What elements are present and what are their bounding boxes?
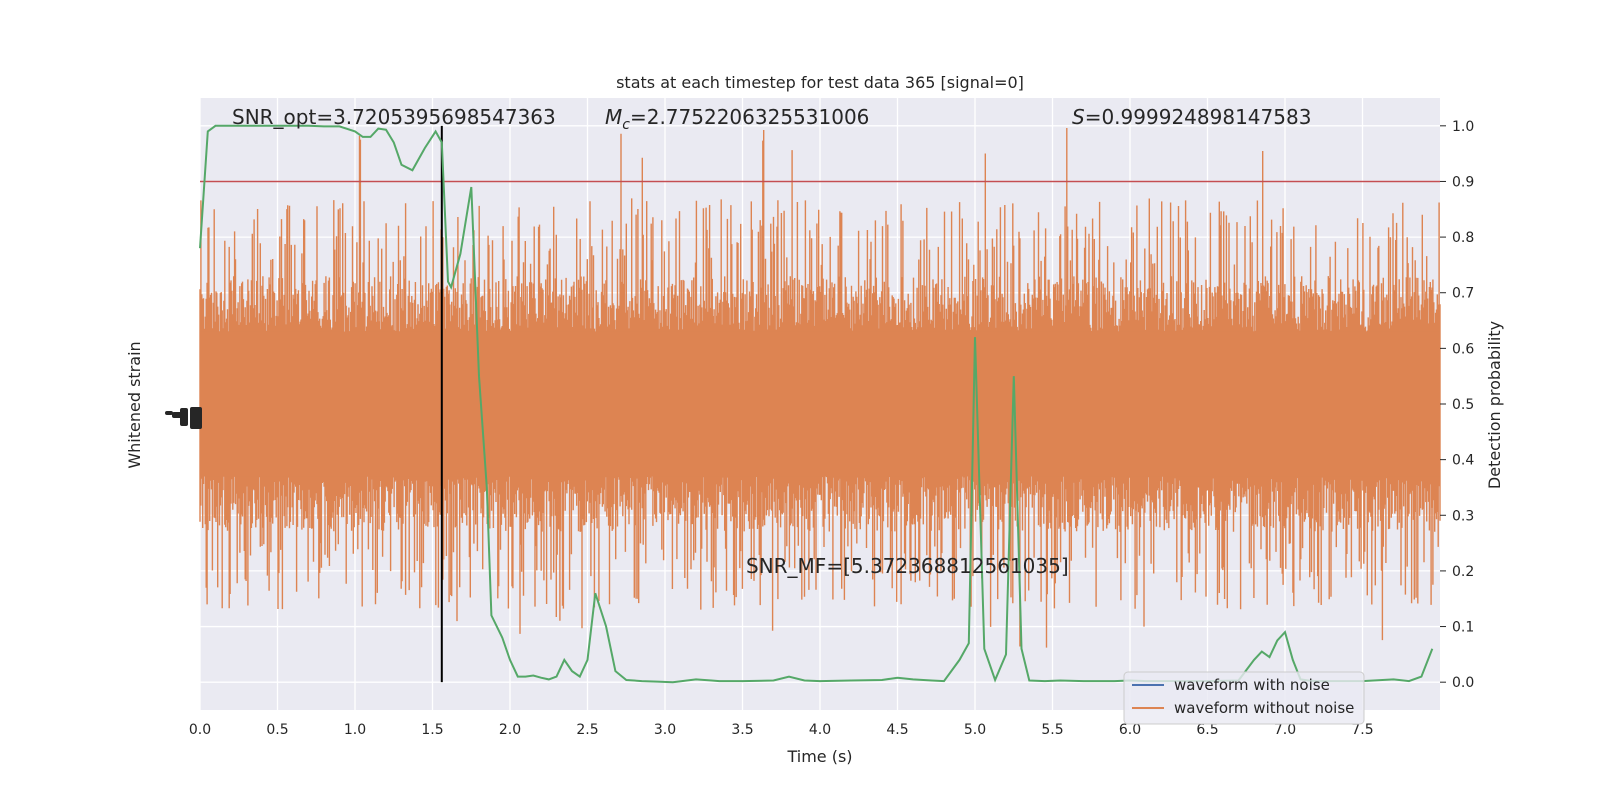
- x-tick-label: 1.5: [421, 722, 443, 738]
- s-value: =0.999924898147583: [1085, 105, 1312, 129]
- snr-mf-annotation: SNR_MF=[5.372368812561035]: [746, 554, 1069, 578]
- x-tick-label: 2.0: [499, 722, 521, 738]
- y-tick-label: 0.6: [1452, 341, 1474, 357]
- right-axis-ticks: 0.0 0.1 0.2 0.3 0.4 0.5 0.6 0.7 0.8 0.9 1.0: [1440, 119, 1474, 691]
- x-tick-label: 5.5: [1041, 722, 1063, 738]
- waveform-core-band: [200, 331, 1440, 477]
- mc-symbol: M: [605, 105, 622, 129]
- right-axis-label: Detection probability: [1485, 321, 1504, 489]
- legend-label-waveform-with-noise: waveform with noise: [1174, 676, 1330, 694]
- x-tick-label: 6.0: [1119, 722, 1141, 738]
- x-tick-label: 5.0: [964, 722, 986, 738]
- y-tick-label: 0.0: [1452, 675, 1474, 691]
- x-tick-label: 1.0: [344, 722, 366, 738]
- y-tick-label: 0.7: [1452, 286, 1474, 302]
- chirp-mass-annotation: Mc=2.7752206325531006: [605, 105, 869, 133]
- legend: waveform with noise waveform without noi…: [1123, 671, 1365, 725]
- x-tick-label: 4.5: [886, 722, 908, 738]
- y-tick-label: 0.2: [1452, 564, 1474, 580]
- legend-label-waveform-without-noise: waveform without noise: [1174, 699, 1354, 717]
- y-tick-label: 0.9: [1452, 174, 1474, 190]
- y-tick-label: 0.1: [1452, 620, 1474, 636]
- x-tick-label: 0.5: [266, 722, 288, 738]
- y-tick-label: 0.4: [1452, 453, 1474, 469]
- y-tick-label: 0.8: [1452, 230, 1474, 246]
- left-axis-tick-blob-3: [165, 411, 173, 415]
- x-tick-label: 6.5: [1196, 722, 1218, 738]
- mc-value: =2.7752206325531006: [630, 105, 869, 129]
- y-tick-label: 1.0: [1452, 119, 1474, 135]
- x-tick-label: 7.5: [1351, 722, 1373, 738]
- x-axis-label: Time (s): [786, 747, 852, 766]
- x-tick-label: 4.0: [809, 722, 831, 738]
- s-symbol: S: [1072, 105, 1085, 129]
- waveform-without-noise-trace: [199, 128, 1441, 648]
- y-tick-label: 0.5: [1452, 397, 1474, 413]
- left-axis-tick-blob-2: [172, 412, 186, 418]
- s-annotation: S=0.999924898147583: [1072, 105, 1311, 129]
- x-axis-ticks: 0.0 0.5 1.0 1.5 2.0 2.5 3.0 3.5 4.0 4.5 5.0 5.5 6.0 6…: [189, 722, 1374, 738]
- x-tick-label: 0.0: [189, 722, 211, 738]
- left-axis-label: Whitened strain: [125, 341, 144, 468]
- left-axis-tick-blob-0: [190, 407, 202, 429]
- chart-title: stats at each timestep for test data 365…: [616, 73, 1024, 92]
- x-tick-label: 2.5: [576, 722, 598, 738]
- x-tick-label: 3.5: [731, 722, 753, 738]
- left-axis-ticks: [165, 407, 202, 429]
- x-tick-label: 3.0: [654, 722, 676, 738]
- x-tick-label: 7.0: [1274, 722, 1296, 738]
- mc-subscript: c: [622, 117, 630, 133]
- y-tick-label: 0.3: [1452, 508, 1474, 524]
- legend-box: [1123, 671, 1365, 725]
- snr-opt-annotation: SNR_opt=3.7205395698547363: [232, 105, 556, 129]
